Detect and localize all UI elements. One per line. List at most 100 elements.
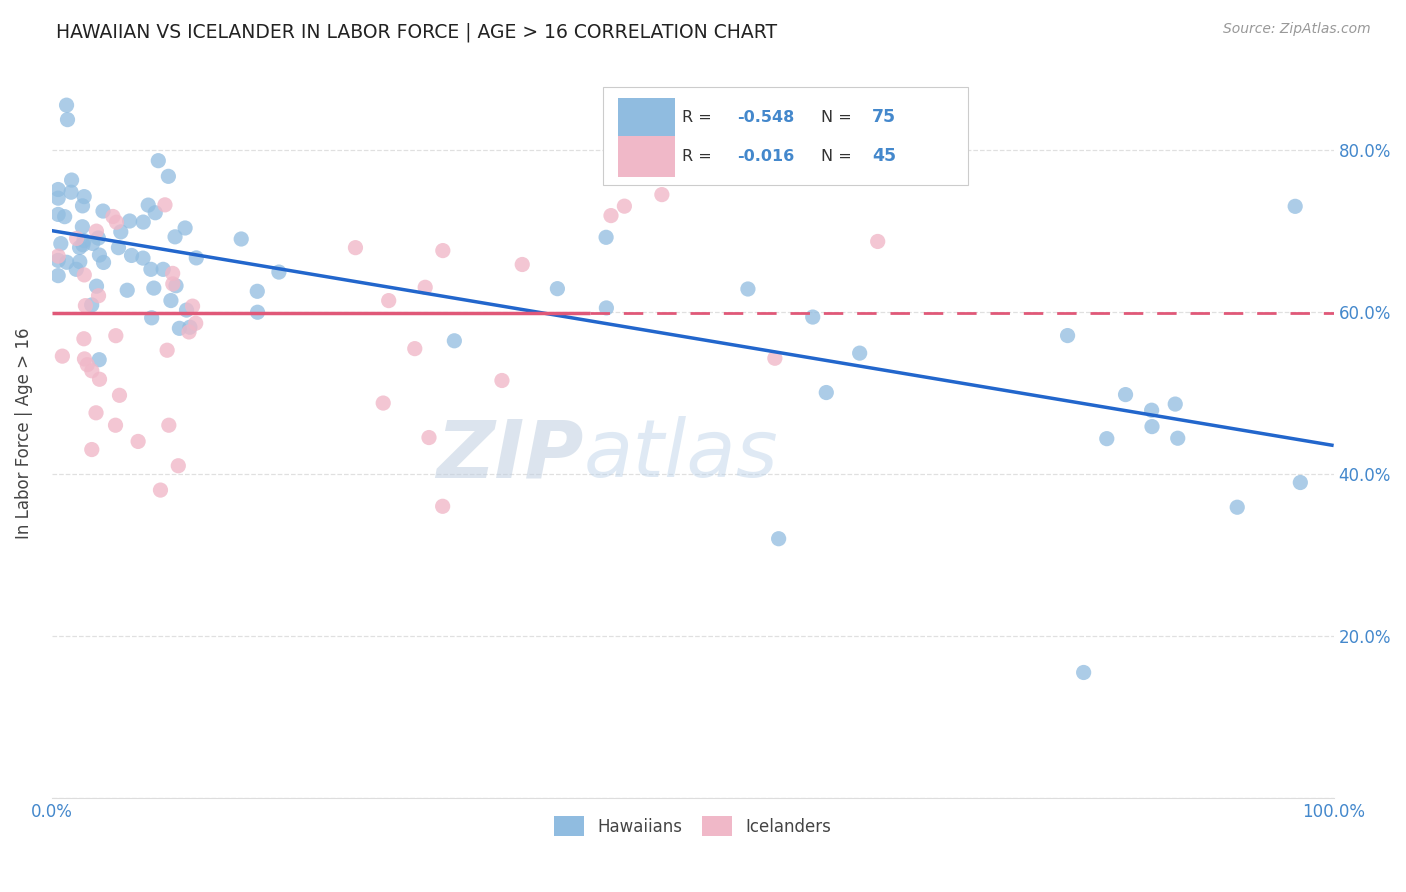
Point [72,199,94,213]
Point [1289,475,1312,490]
Point [60,173,83,187]
Point [1095,432,1118,446]
Point [177,325,200,339]
Point [93,255,115,269]
Point [73,351,96,366]
Point [651,187,673,202]
Point [184,316,207,330]
Point [86,224,108,238]
Point [110,225,132,239]
Point [115,283,138,297]
Point [157,418,180,433]
Point [373,396,395,410]
Point [46,191,69,205]
Point [815,385,838,400]
Point [87,231,110,245]
Text: Source: ZipAtlas.com: Source: ZipAtlas.com [1223,22,1371,37]
Point [162,277,184,291]
Point [418,431,440,445]
Point [73,268,96,282]
Point [600,209,623,223]
Point [53,210,76,224]
Point [89,352,111,367]
Point [768,532,790,546]
Point [101,210,124,224]
Point [80,298,103,312]
Text: 75: 75 [872,109,896,127]
Point [72,219,94,234]
Point [73,234,96,248]
Point [491,374,513,388]
Point [443,334,465,348]
Point [104,418,127,433]
Point [46,253,69,268]
Point [167,458,190,473]
Point [866,235,889,249]
Point [148,153,170,168]
Text: R =: R = [682,110,717,125]
Point [169,321,191,335]
Point [69,240,91,254]
Point [1056,328,1078,343]
Point [69,254,91,268]
Point [157,169,180,184]
Point [152,262,174,277]
Point [73,332,96,346]
Point [595,301,617,315]
Point [181,299,204,313]
Point [49,236,72,251]
Point [136,198,159,212]
Point [246,285,269,299]
Point [72,237,94,252]
Point [87,289,110,303]
Point [121,248,143,262]
Point [246,305,269,319]
Text: HAWAIIAN VS ICELANDER IN LABOR FORCE | AGE > 16 CORRELATION CHART: HAWAIIAN VS ICELANDER IN LABOR FORCE | A… [56,22,778,42]
FancyBboxPatch shape [619,98,675,138]
FancyBboxPatch shape [619,136,675,177]
Point [142,281,165,295]
Point [56,112,79,127]
Point [1140,403,1163,417]
Point [141,310,163,325]
Point [86,279,108,293]
Point [104,328,127,343]
Point [46,207,69,221]
Point [156,343,179,358]
Point [127,434,149,449]
Text: atlas: atlas [583,417,779,494]
Point [46,268,69,283]
Point [55,98,77,112]
Point [143,206,166,220]
Point [139,262,162,277]
Point [1073,665,1095,680]
Point [65,231,87,245]
Point [160,293,183,308]
Point [108,388,131,402]
Point [1164,397,1187,411]
Point [1167,431,1189,445]
Point [46,182,69,196]
Point [82,236,104,251]
Text: 45: 45 [872,147,896,165]
Point [149,483,172,497]
Point [89,248,111,262]
Point [186,251,208,265]
Point [179,320,201,334]
Point [132,251,155,265]
Text: N =: N = [821,149,856,163]
Point [176,303,198,318]
Point [46,249,69,263]
Point [377,293,399,308]
Point [65,262,87,277]
Point [73,189,96,203]
Point [344,241,367,255]
Point [231,232,253,246]
Point [546,282,568,296]
Text: -0.016: -0.016 [738,149,794,163]
Point [1226,500,1249,515]
Point [80,442,103,457]
Point [75,299,97,313]
Text: ZIP: ZIP [436,417,583,494]
Point [1284,199,1306,213]
